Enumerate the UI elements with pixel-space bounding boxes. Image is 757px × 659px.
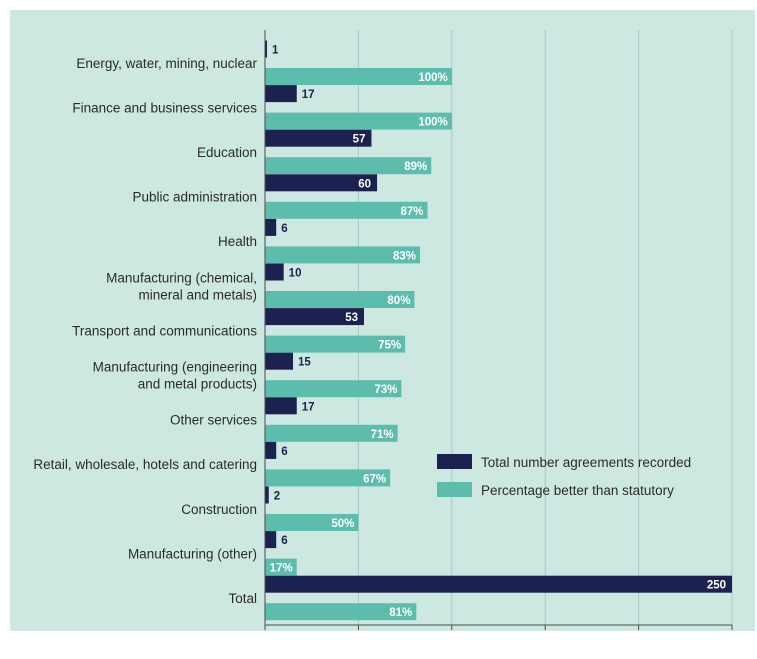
data-label-agreements: 2 <box>274 491 280 503</box>
data-label-agreements: 60 <box>358 178 371 190</box>
data-label-percentage: 75% <box>378 340 401 352</box>
category-label: Other services <box>170 413 257 428</box>
bar-chart: 1 100% Energy, water, mining, nuclear 17 100… <box>33 30 733 630</box>
legend-label: Total number agreements recorded <box>481 455 691 470</box>
chart-panel: 1 100% Energy, water, mining, nuclear 17 100… <box>10 10 755 631</box>
category-label: Finance and business services <box>72 100 257 115</box>
bar-percentage <box>265 68 452 85</box>
bar-agreements <box>265 531 277 549</box>
bar-agreements <box>265 129 372 147</box>
bar-agreements <box>265 308 365 326</box>
category-label: Manufacturing (other) <box>128 546 257 561</box>
bar-percentage <box>265 112 452 130</box>
category-label: Transport and communications <box>72 323 257 338</box>
category-label: Retail, wholesale, hotels and catering <box>33 457 257 472</box>
bar-percentage <box>265 291 415 308</box>
bar-agreements <box>265 263 284 281</box>
data-label-agreements: 1 <box>272 45 279 57</box>
bars <box>265 40 732 621</box>
data-label-agreements: 6 <box>281 446 287 458</box>
bar-agreements <box>265 441 277 459</box>
data-label-percentage: 81% <box>389 607 412 619</box>
data-label-percentage: 100% <box>418 117 447 129</box>
data-label-agreements: 53 <box>345 312 358 324</box>
category-label: Education <box>197 145 257 160</box>
bar-agreements <box>265 40 267 58</box>
bar-agreements <box>265 575 732 593</box>
data-label-agreements: 17 <box>302 89 315 101</box>
category-label: Manufacturing (engineering <box>93 359 257 374</box>
bar-agreements <box>265 218 277 236</box>
bar-percentage <box>265 157 432 175</box>
data-label-percentage: 73% <box>374 384 397 396</box>
data-label-percentage: 100% <box>418 72 447 84</box>
category-label: Health <box>218 234 257 249</box>
category-label: Public administration <box>132 190 257 205</box>
bar-agreements <box>265 85 297 103</box>
data-label-percentage: 89% <box>404 161 427 173</box>
data-label-agreements: 17 <box>302 401 315 413</box>
bar-percentage <box>265 469 391 487</box>
data-label-percentage: 71% <box>371 429 394 441</box>
bar-percentage <box>265 424 398 442</box>
data-label-agreements: 10 <box>289 268 302 280</box>
bar-percentage <box>265 335 406 353</box>
data-label-agreements: 15 <box>298 357 311 369</box>
data-label-agreements: 250 <box>707 580 726 592</box>
category-label: Energy, water, mining, nuclear <box>76 56 257 71</box>
bar-percentage <box>265 380 402 398</box>
legend-swatch <box>437 482 472 497</box>
legend-label: Percentage better than statutory <box>481 483 674 498</box>
bar-agreements <box>265 397 297 415</box>
data-label-percentage: 50% <box>331 518 354 530</box>
data-label-percentage: 83% <box>393 250 416 262</box>
data-label-agreements: 57 <box>353 134 366 146</box>
labels: 1 100% Energy, water, mining, nuclear 17 100… <box>33 45 726 620</box>
data-label-percentage: 67% <box>363 473 386 485</box>
legend-swatch <box>437 454 472 469</box>
data-label-percentage: 87% <box>400 206 423 218</box>
category-label: Construction <box>181 502 257 517</box>
data-label-agreements: 6 <box>281 223 287 235</box>
bar-percentage <box>265 603 417 621</box>
bar-percentage <box>265 558 297 576</box>
category-label: mineral and metals) <box>138 287 257 302</box>
bar-percentage <box>265 246 421 264</box>
data-label-percentage: 17% <box>270 563 293 575</box>
bar-agreements <box>265 486 269 504</box>
bar-percentage <box>265 201 428 219</box>
category-label: Total <box>228 591 257 606</box>
bar-agreements <box>265 174 378 192</box>
x-axis: 050100150200250 <box>264 30 733 630</box>
category-label: Manufacturing (chemical, <box>106 270 257 285</box>
data-label-agreements: 6 <box>281 535 287 547</box>
legend: Total number agreements recorded Percenta… <box>437 454 691 498</box>
bar-percentage <box>265 514 359 531</box>
bar-agreements <box>265 352 294 370</box>
category-label: and metal products) <box>138 376 257 391</box>
data-label-percentage: 80% <box>387 295 410 307</box>
